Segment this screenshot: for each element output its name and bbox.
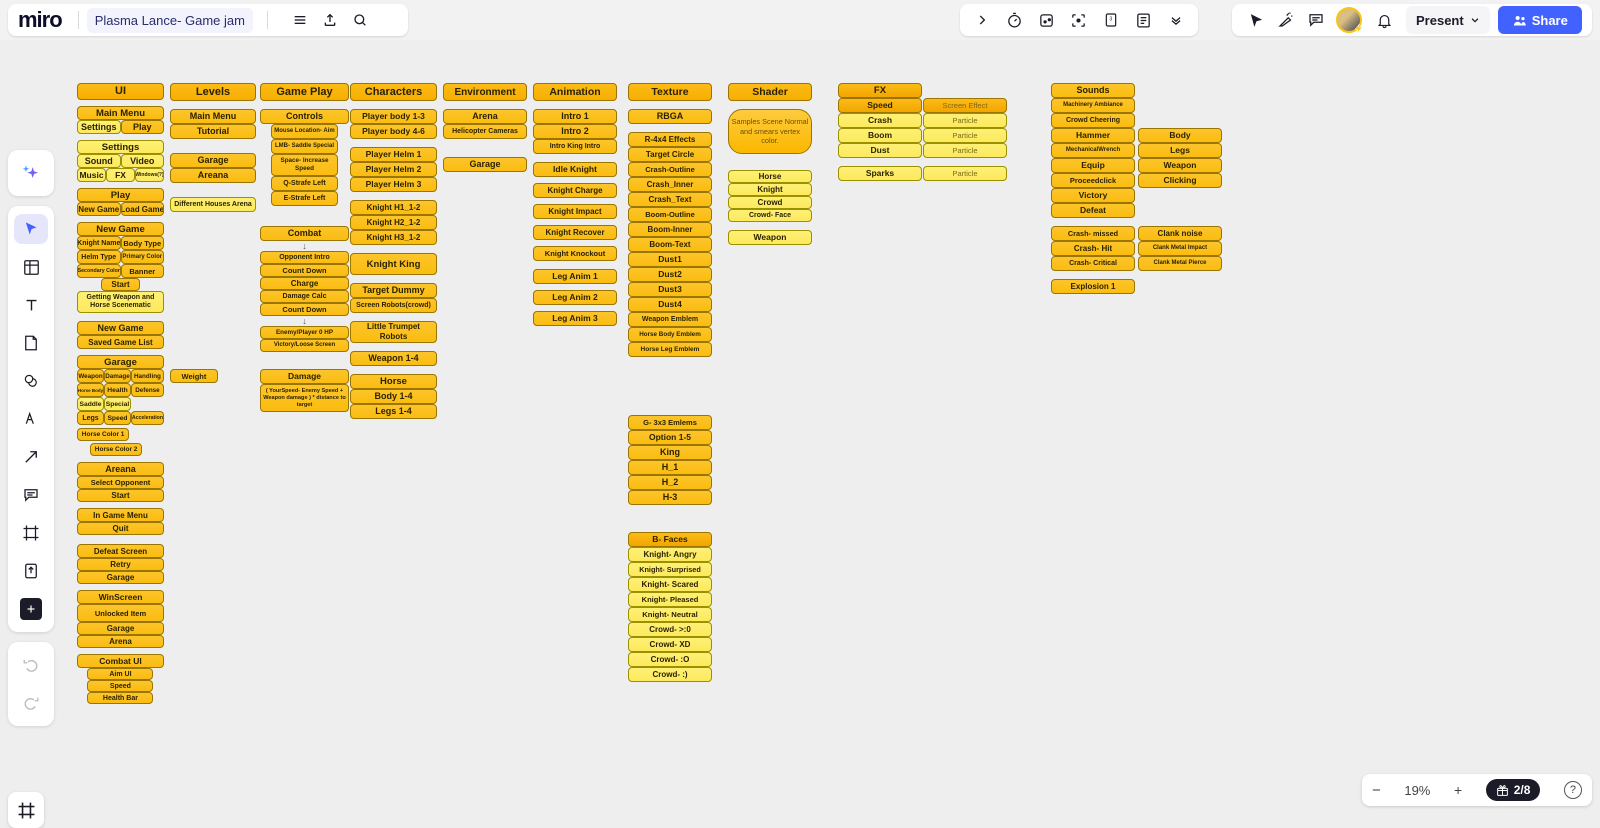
svg-text:3: 3 <box>1110 17 1113 23</box>
